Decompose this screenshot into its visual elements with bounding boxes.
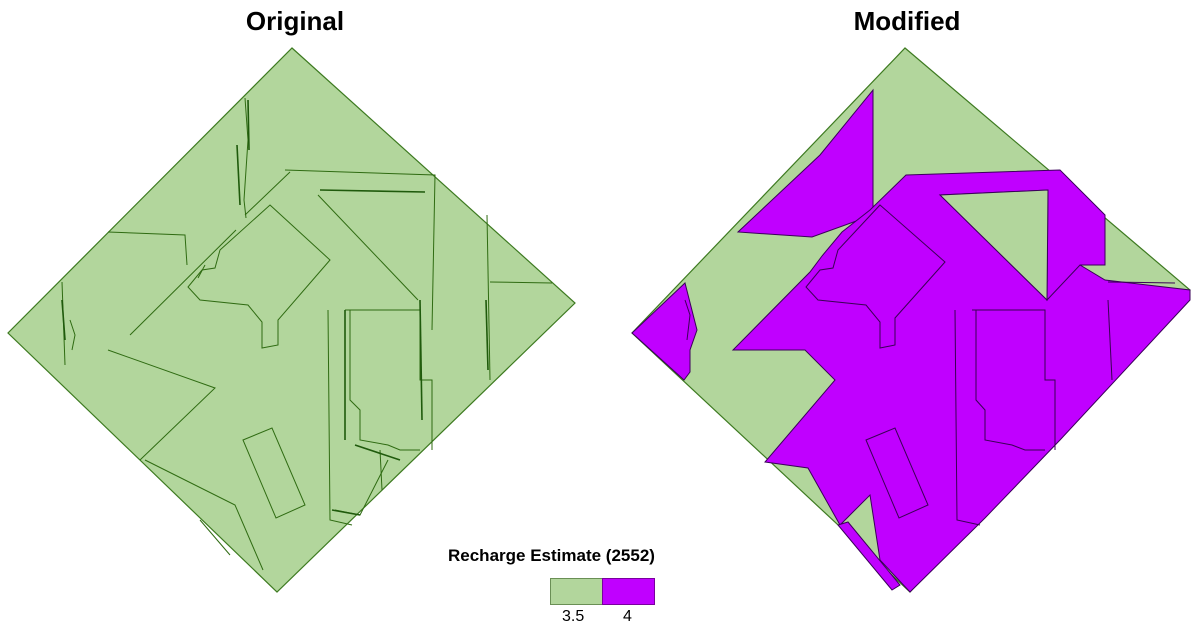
legend-swatch-3-5	[550, 578, 603, 605]
original-map	[7, 47, 576, 593]
legend-title: Recharge Estimate (2552)	[448, 546, 655, 565]
original-map-title: Original	[245, 6, 345, 36]
legend-label-4: 4	[623, 608, 632, 625]
legend-label-3-5: 3.5	[562, 608, 585, 625]
modified-parcel-boundaries	[684, 204, 1176, 526]
modified-low-recharge-island	[938, 189, 1049, 302]
modified-high-recharge-zones	[631, 88, 1191, 593]
original-dark-edges	[61, 99, 489, 516]
modified-map-title: Modified	[853, 6, 961, 36]
modified-map	[631, 47, 1191, 593]
legend-swatch-4	[602, 578, 655, 605]
original-map-extent	[7, 47, 576, 593]
